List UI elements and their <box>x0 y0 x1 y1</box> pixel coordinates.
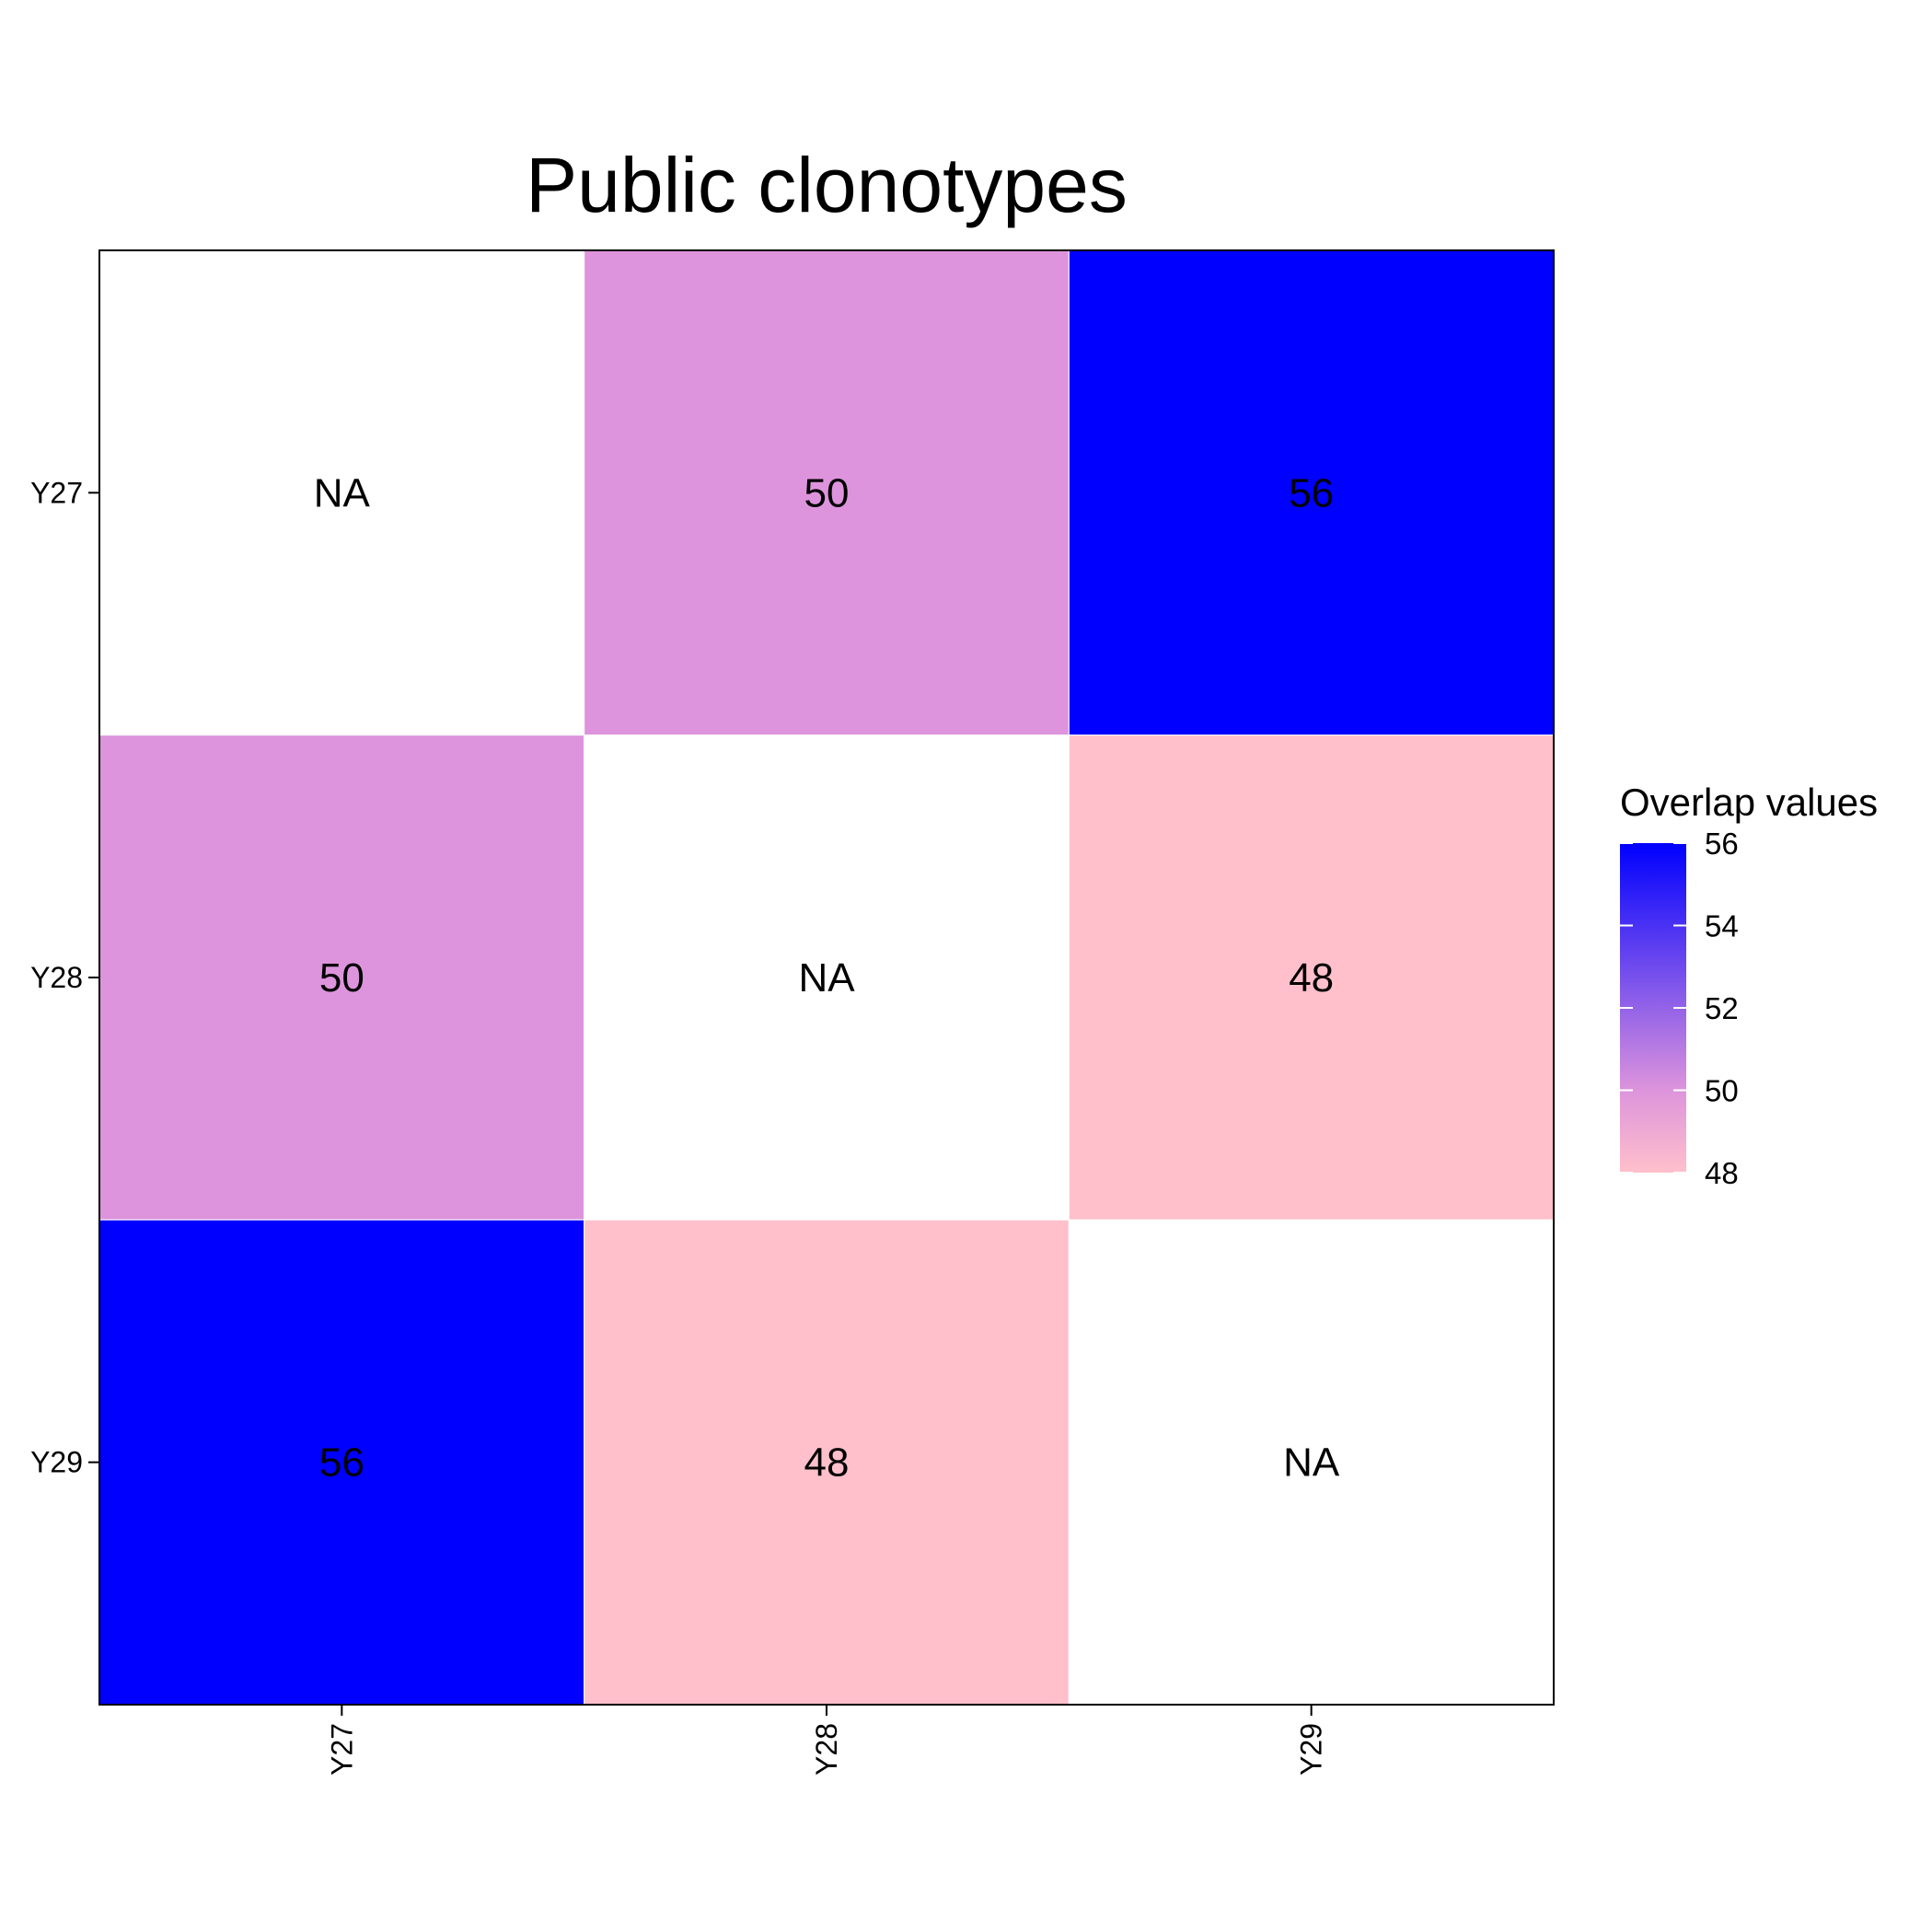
cell-value-label: 56 <box>319 1440 364 1486</box>
cell-value-label: 50 <box>804 470 850 515</box>
heatmap-cell <box>98 735 585 1221</box>
heatmap-cell <box>584 1219 1070 1706</box>
legend-tick-label: 54 <box>1705 909 1739 943</box>
legend-tick-label: 56 <box>1705 827 1739 861</box>
x-tick-label: Y29 <box>1295 1723 1328 1776</box>
heatmap-cells: NA 50 56 50 NA 48 56 48 NA <box>98 249 1555 1706</box>
heatmap-cell <box>98 1219 585 1706</box>
heatmap-cell <box>584 735 1070 1221</box>
cell-value-label: 50 <box>319 955 364 1001</box>
y-tick-label: Y29 <box>30 1446 83 1479</box>
heatmap-cell <box>584 249 1070 736</box>
cell-value-label: NA <box>798 955 855 1001</box>
cell-value-label: NA <box>314 470 371 515</box>
heatmap-cell <box>1068 735 1555 1221</box>
cell-value-label: 48 <box>1289 955 1334 1001</box>
legend-tick-label: 48 <box>1705 1156 1739 1190</box>
x-tick-label: Y28 <box>810 1723 843 1776</box>
legend: Overlap values 48 50 52 54 56 <box>1620 781 1878 1190</box>
legend-title: Overlap values <box>1620 781 1878 824</box>
y-tick-label: Y28 <box>30 961 83 994</box>
y-tick-label: Y27 <box>30 476 83 509</box>
legend-tick-label: 50 <box>1705 1074 1739 1108</box>
chart-title: Public clonotypes <box>526 142 1128 228</box>
axes: Y27 Y28 Y29 Y27 Y28 Y29 <box>30 476 1328 1776</box>
x-tick-label: Y27 <box>325 1723 358 1776</box>
legend-ticks: 48 50 52 54 56 <box>1620 827 1739 1190</box>
cell-value-label: NA <box>1283 1440 1340 1486</box>
heatmap-cell <box>98 249 585 736</box>
cell-value-label: 48 <box>804 1440 850 1486</box>
cell-value-label: 56 <box>1289 470 1334 515</box>
legend-tick-label: 52 <box>1705 991 1739 1025</box>
